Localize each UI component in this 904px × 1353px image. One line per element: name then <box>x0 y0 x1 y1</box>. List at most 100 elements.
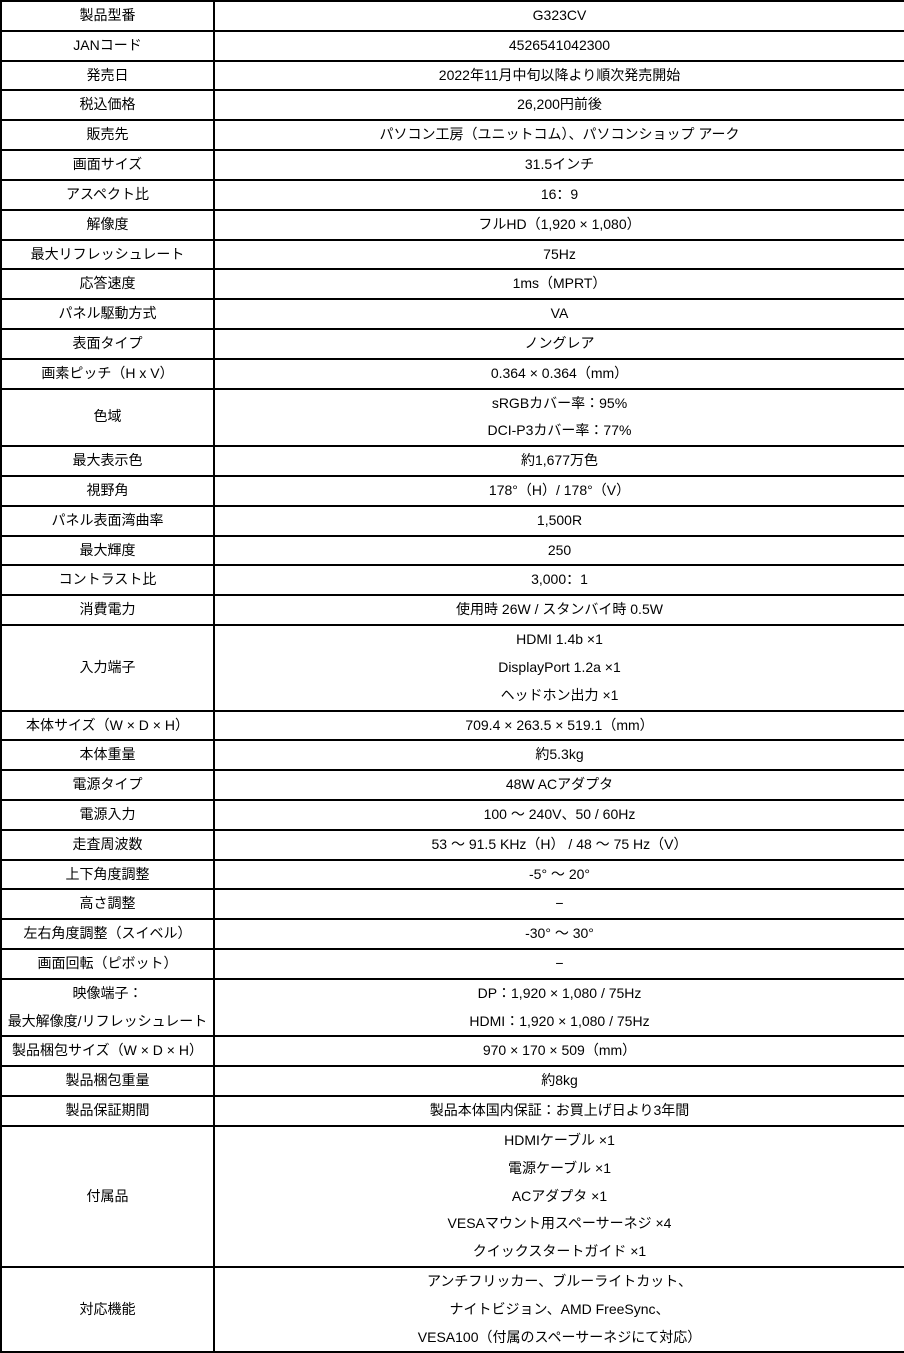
row-label-line: 電源入力 <box>79 805 136 822</box>
row-value-line: HDMIケーブル ×1 <box>504 1131 615 1148</box>
row-label-line: 製品梱包重量 <box>65 1072 150 1089</box>
row-label-line: 付属品 <box>86 1187 129 1204</box>
row-value-line: 178°（H）/ 178°（V） <box>488 482 631 498</box>
row-value-line: アンチフリッカー、ブルーライトカット、 <box>426 1272 693 1289</box>
row-label: 電源入力 <box>1 799 214 830</box>
row-value: DP：1,920 × 1,080 / 75Hz HDMI：1,920 × 1,08… <box>214 978 904 1037</box>
row-label-line: 最大輝度 <box>79 541 136 558</box>
row-label: 付属品 <box>1 1125 214 1267</box>
row-value: 178°（H）/ 178°（V） <box>214 476 904 506</box>
table-row: 電源タイプ 48W ACアダプタ <box>1 770 904 800</box>
row-value: -30° ～ 30° <box>214 919 904 949</box>
row-value: 48W ACアダプタ <box>214 770 904 800</box>
row-label-line: 消費電力 <box>79 601 136 618</box>
table-row: 最大リフレッシュレート 75Hz <box>1 239 904 270</box>
row-value: − <box>214 949 904 979</box>
row-label-line: アスペクト比 <box>65 185 150 202</box>
table-row: 税込価格 26,200円前後 <box>1 90 904 121</box>
row-value: 53 ～ 91.5 KHz（H） / 48 ～ 75 Hz（V） <box>214 829 904 860</box>
row-label-line: 対応機能 <box>79 1300 136 1317</box>
table-row: パネル表面湾曲率 1,500R <box>1 505 904 536</box>
table-row: 付属品 HDMIケーブル ×1 電源ケーブル ×1 ACアダプタ ×1 VESAマウント… <box>1 1125 904 1267</box>
row-value: 3,000：1 <box>214 565 904 596</box>
row-value-line: クイックスタートガイド ×1 <box>472 1243 647 1260</box>
table-row: 消費電力 使用時 26W / スタンバイ時 0.5W <box>1 595 904 626</box>
table-row: 本体サイズ（W × D × H） 709.4 × 263.5 × 519.1（mm… <box>1 710 904 741</box>
row-label-line: 視野角 <box>86 482 129 498</box>
row-label: 税込価格 <box>1 90 214 121</box>
row-value-line: 約5.3kg <box>535 746 584 763</box>
row-label-line: 最大リフレッシュレート <box>30 245 185 262</box>
table-row: 製品梱包重量 約8kg <box>1 1066 904 1097</box>
row-value-line: 970 × 170 × 509（mm） <box>482 1042 637 1059</box>
table-row: 本体重量 約5.3kg <box>1 740 904 771</box>
row-label: パネル表面湾曲率 <box>1 505 214 536</box>
row-label-line: 色域 <box>93 408 122 425</box>
row-value: 2022年11月中旬以降より順次発売開始 <box>214 60 904 91</box>
table-row: 色域 sRGBカバー率：95% DCI-P3カバー率：77% <box>1 388 904 447</box>
row-label-line: 販売先 <box>86 126 129 143</box>
row-label-line: 製品型番 <box>79 7 136 23</box>
row-value: HDMIケーブル ×1 電源ケーブル ×1 ACアダプタ ×1 VESAマウント用スペ… <box>214 1125 904 1267</box>
row-label: 電源タイプ <box>1 770 214 800</box>
row-value-line: 1ms（MPRT） <box>512 275 607 292</box>
row-value: − <box>214 889 904 920</box>
table-row: 走査周波数 53 ～ 91.5 KHz（H） / 48 ～ 75 Hz（V） <box>1 829 904 860</box>
row-value: 970 × 170 × 509（mm） <box>214 1036 904 1067</box>
row-label-line: パネル表面湾曲率 <box>51 511 164 528</box>
row-value: 約8kg <box>214 1066 904 1097</box>
row-value-line: 約8kg <box>541 1072 578 1089</box>
row-value: G323CV <box>214 1 904 31</box>
row-label-line: 製品梱包サイズ（W × D × H） <box>12 1042 203 1059</box>
row-label: 画面回転（ピボット） <box>1 949 214 979</box>
row-label: 販売先 <box>1 120 214 151</box>
row-label: 本体重量 <box>1 740 214 771</box>
row-label: 製品梱包重量 <box>1 1066 214 1097</box>
table-row: 視野角 178°（H）/ 178°（V） <box>1 476 904 506</box>
row-value-line: ヘッドホン出力 ×1 <box>500 686 619 703</box>
row-label: 最大リフレッシュレート <box>1 239 214 270</box>
row-value: フルHD（1,920 × 1,080） <box>214 209 904 240</box>
row-label: パネル駆動方式 <box>1 299 214 329</box>
row-label-line: 解像度 <box>86 215 129 232</box>
row-label: 視野角 <box>1 476 214 506</box>
table-row: 入力端子 HDMI 1.4b ×1 DisplayPort 1.2a ×1 ヘッドホン… <box>1 625 904 711</box>
row-label-line: 最大解像度/リフレッシュレート <box>7 1012 208 1029</box>
row-value: 4526541042300 <box>214 30 904 61</box>
row-label-line: パネル駆動方式 <box>58 305 157 322</box>
row-label-line: 走査周波数 <box>72 835 143 852</box>
row-label-line: 表面タイプ <box>72 334 143 351</box>
row-value-line: 16：9 <box>540 185 579 202</box>
row-value-line: -30° ～ 30° <box>525 925 594 942</box>
row-label: 本体サイズ（W × D × H） <box>1 710 214 741</box>
row-label-line: コントラスト比 <box>58 571 157 588</box>
row-value-line: 1,500R <box>536 511 583 528</box>
row-label: 上下角度調整 <box>1 859 214 890</box>
row-label: 映像端子： 最大解像度/リフレッシュレート <box>1 978 214 1037</box>
row-value-line: パソコン工房（ユニットコム）、パソコンショップ アーク <box>379 126 740 143</box>
row-value-line: -5° ～ 20° <box>529 865 590 882</box>
row-value-line: G323CV <box>532 7 587 23</box>
row-value: 31.5インチ <box>214 150 904 180</box>
row-label-line: 入力端子 <box>79 658 136 675</box>
row-value-line: フルHD（1,920 × 1,080） <box>478 215 641 232</box>
table-row: 映像端子： 最大解像度/リフレッシュレート DP：1,920 × 1,080 / 7… <box>1 978 904 1037</box>
row-label-line: 最大表示色 <box>72 452 143 469</box>
row-value: 100 ～ 240V、50 / 60Hz <box>214 799 904 830</box>
row-value-line: 2022年11月中旬以降より順次発売開始 <box>438 66 681 83</box>
row-label: 走査周波数 <box>1 829 214 860</box>
table-row: 製品型番 G323CV <box>1 1 904 31</box>
row-label-line: 応答速度 <box>79 275 136 292</box>
row-value: 製品本体国内保証：お買上げ日より3年間 <box>214 1096 904 1126</box>
row-value-line: 3,000：1 <box>531 571 588 588</box>
table-row: 電源入力 100 ～ 240V、50 / 60Hz <box>1 799 904 830</box>
row-value-line: 0.364 × 0.364（mm） <box>490 364 629 381</box>
row-value-line: 電源ケーブル ×1 <box>507 1159 611 1176</box>
row-value-line: 使用時 26W / スタンバイ時 0.5W <box>456 601 663 618</box>
row-label: 高さ調整 <box>1 889 214 920</box>
row-value: 0.364 × 0.364（mm） <box>214 358 904 389</box>
row-label: 応答速度 <box>1 269 214 300</box>
row-label-line: 電源タイプ <box>72 776 143 793</box>
row-label-line: 発売日 <box>86 66 129 83</box>
